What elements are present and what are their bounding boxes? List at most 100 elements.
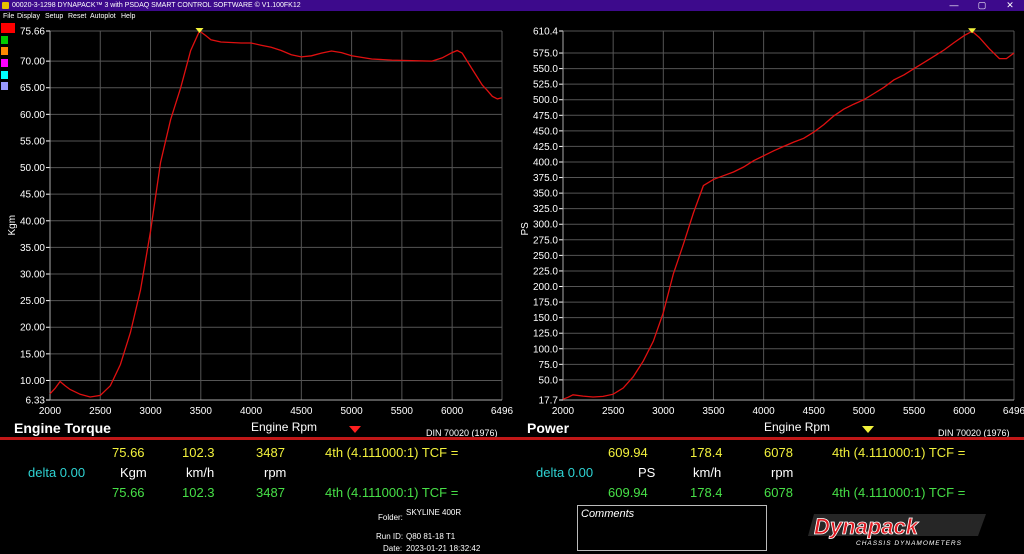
power-ytick-label: 200.0	[533, 282, 558, 293]
date-value: 2023-01-21 18:32:42	[406, 544, 481, 553]
menu-autoplot[interactable]: Autoplot	[90, 13, 116, 20]
power-speed-unit: km/h	[693, 465, 722, 480]
color-swatch-lavender[interactable]	[1, 82, 8, 90]
power-ytick-label: 325.0	[533, 204, 558, 215]
torque-ytick-label: 15.00	[20, 349, 45, 360]
color-swatch-magenta[interactable]	[1, 59, 8, 67]
torque-xtick-label: 2500	[89, 406, 112, 417]
power-yaxis-title: PS	[520, 222, 531, 236]
runid-label: Run ID:	[376, 532, 404, 541]
color-swatch-orange[interactable]	[1, 47, 8, 55]
torque-ytick-label: 65.00	[20, 83, 45, 94]
torque-delta: delta 0.00	[28, 465, 86, 480]
torque-din-label: DIN 70020 (1976)	[426, 428, 498, 438]
menu-bar: File Display Setup Reset Autoplot Help	[0, 11, 1024, 22]
power-ytick-label: 50.0	[539, 375, 559, 386]
torque-xtick-label: 3000	[139, 406, 162, 417]
torque-xtick-label: 3500	[190, 406, 213, 417]
power-xtick-label: 4500	[803, 406, 826, 417]
date-label: Date:	[383, 544, 403, 553]
power-ytick-label: 425.0	[533, 142, 558, 153]
color-swatch-red[interactable]	[1, 23, 15, 33]
torque-xtick-label: 6000	[441, 406, 464, 417]
power-xaxis-title: Engine Rpm	[764, 420, 831, 434]
power-ytick-label: 500.0	[533, 95, 558, 106]
power-xtick-label: 3500	[702, 406, 725, 417]
power-unit: PS	[638, 465, 656, 480]
color-swatch-green[interactable]	[1, 36, 8, 44]
power-ytick-label: 450.0	[533, 126, 558, 137]
torque-rpm: 3487	[256, 445, 285, 460]
menu-setup[interactable]: Setup	[45, 13, 64, 20]
power-ytick-label: 475.0	[533, 111, 558, 122]
power-series-line	[562, 30, 1015, 400]
torque-ytick-label: 25.00	[20, 296, 45, 307]
power-rpm-unit: rpm	[771, 465, 794, 480]
power-value: 609.94	[608, 445, 648, 460]
power-rpm: 6078	[764, 445, 793, 460]
torque-ytick-label: 50.00	[20, 163, 45, 174]
power-xtick-label: 4000	[752, 406, 775, 417]
power-gear: 4th (4.111000:1) TCF =	[832, 445, 966, 460]
folder-label: Folder:	[378, 513, 403, 522]
maximize-button[interactable]: ▢	[977, 0, 987, 10]
torque-xtick-label: 5000	[340, 406, 363, 417]
torque-ytick-label: 10.00	[20, 376, 45, 387]
power-ytick-label: 575.0	[533, 49, 558, 60]
torque-trace-arrow-icon[interactable]	[349, 426, 361, 433]
torque-speed-unit: km/h	[186, 465, 215, 480]
power-ref-rpm: 6078	[764, 485, 793, 500]
menu-display[interactable]: Display	[17, 13, 40, 20]
power-panel-title: Power	[527, 420, 570, 436]
power-ytick-label: 225.0	[533, 266, 558, 277]
torque-xaxis-title: Engine Rpm	[251, 420, 318, 434]
power-ref-gear: 4th (4.111000:1) TCF =	[832, 485, 966, 500]
power-ytick-label: 175.0	[533, 298, 558, 309]
power-xtick-label: 3000	[652, 406, 675, 417]
torque-xtick-label: 4500	[290, 406, 313, 417]
power-ref-speed: 178.4	[690, 485, 723, 500]
power-ytick-label: 100.0	[533, 344, 558, 355]
color-swatch-cyan[interactable]	[1, 71, 8, 79]
power-ytick-label: 250.0	[533, 251, 558, 262]
menu-file[interactable]: File	[3, 13, 15, 20]
power-xtick-label: 2000	[552, 406, 575, 417]
panel-separator	[0, 437, 1024, 440]
power-cursor-marker	[968, 28, 977, 34]
torque-ref-value: 75.66	[112, 485, 145, 500]
menu-help[interactable]: Help	[121, 13, 136, 20]
window-title: 00020-3-1298 DYNAPACK™ 3 with PSDAQ SMAR…	[12, 2, 301, 9]
torque-ytick-label: 20.00	[20, 323, 45, 334]
torque-ytick-label: 60.00	[20, 110, 45, 121]
logo-subtitle: CHASSIS DYNAMOMETERS	[856, 540, 962, 547]
power-trace-arrow-icon[interactable]	[862, 426, 874, 433]
close-button[interactable]: ✕	[1006, 0, 1014, 10]
power-xtick-label: 2500	[602, 406, 625, 417]
power-ytick-label: 350.0	[533, 189, 558, 200]
power-speed: 178.4	[690, 445, 723, 460]
comments-box[interactable]: Comments	[577, 505, 767, 551]
torque-ytick-label: 35.00	[20, 243, 45, 254]
torque-series-line	[49, 30, 503, 398]
menu-reset[interactable]: Reset	[68, 13, 87, 20]
torque-ytick-label: 55.00	[20, 136, 45, 147]
power-ytick-label: 125.0	[533, 329, 558, 340]
power-xtick-label: 5000	[853, 406, 876, 417]
torque-xtick-label: 4000	[240, 406, 263, 417]
torque-speed: 102.3	[182, 445, 215, 460]
torque-gear: 4th (4.111000:1) TCF =	[325, 445, 459, 460]
minimize-button[interactable]: —	[949, 0, 959, 10]
logo-brand: Dynapack	[814, 514, 920, 539]
comments-label: Comments	[581, 508, 635, 520]
power-delta: delta 0.00	[536, 465, 594, 480]
dyno-charts: 2000 2500 3000 3500 4000 4500 5000 5500 6000 6496…	[7, 27, 1024, 418]
torque-value: 75.66	[112, 445, 145, 460]
torque-ref-rpm: 3487	[256, 485, 285, 500]
torque-panel-title: Engine Torque	[14, 420, 111, 436]
power-xtick-label: 6000	[953, 406, 976, 417]
dynapack-logo: Dynapack CHASSIS DYNAMOMETERS	[808, 514, 986, 547]
power-ytick-label: 375.0	[533, 173, 558, 184]
torque-ref-gear: 4th (4.111000:1) TCF =	[325, 485, 459, 500]
torque-ytick-label: 45.00	[20, 190, 45, 201]
torque-yaxis-title: Kgm	[7, 215, 18, 236]
